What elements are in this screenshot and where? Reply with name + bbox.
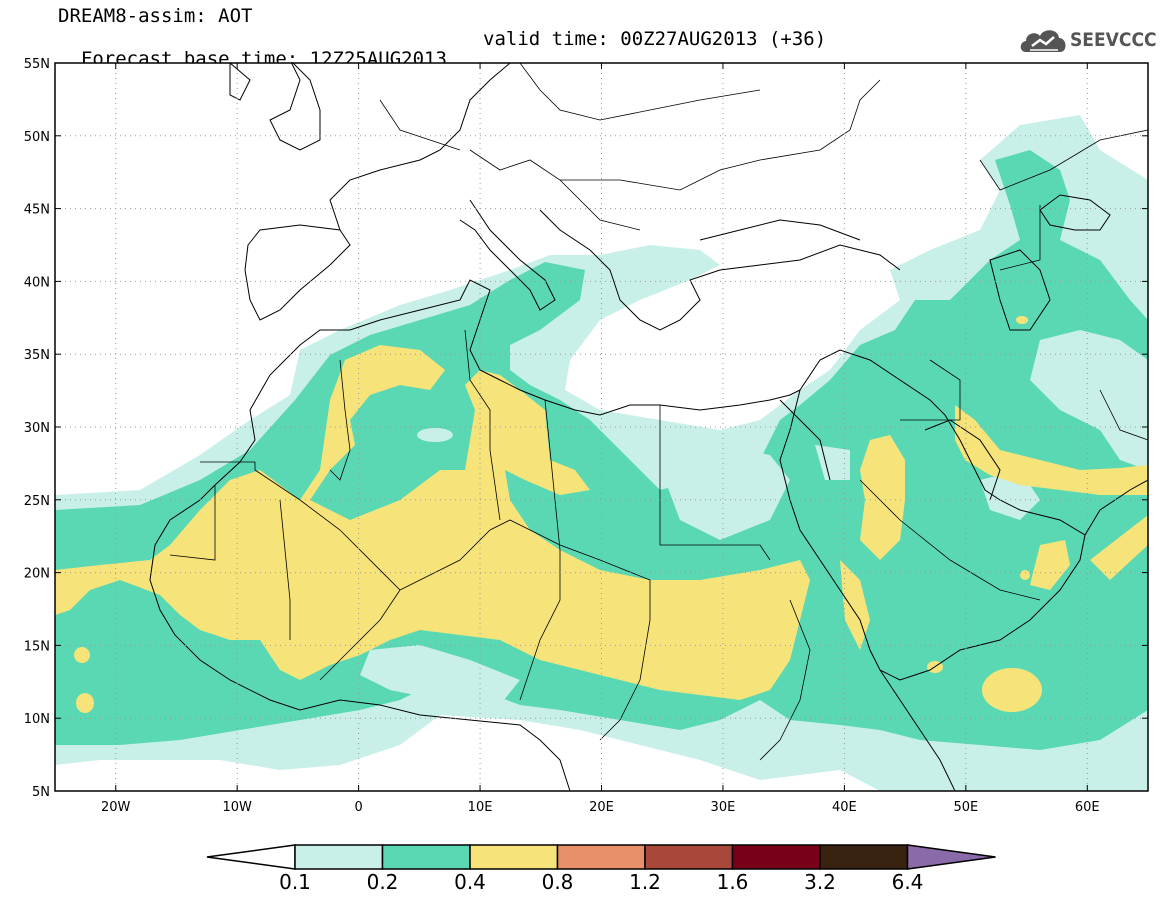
- lat-label: 50N: [24, 130, 50, 145]
- lat-label: 15N: [24, 639, 50, 654]
- lon-label: 20W: [101, 800, 131, 815]
- colorbar-box: [819, 844, 909, 870]
- latitude-labels: 55N 50N 45N 40N 35N 30N 25N 20N 15N 10N 5N: [24, 57, 50, 800]
- colorbar-box: [469, 844, 559, 870]
- aot-patch: [1090, 515, 1148, 580]
- lat-label: 25N: [24, 494, 50, 509]
- colorbar-box: [731, 844, 821, 870]
- aot-patch: [76, 693, 94, 713]
- axis-ticks: [55, 62, 1148, 792]
- longitude-labels: 20W 10W 0 10E 20E 30E 40E 50E 60E: [101, 800, 1100, 815]
- colorbar-label: 0.4: [454, 870, 486, 894]
- colorbar-label: 0.1: [279, 870, 311, 894]
- lat-label: 35N: [24, 348, 50, 363]
- seevccc-logo: SEEVCCC: [1018, 24, 1158, 58]
- lat-label: 45N: [24, 203, 50, 218]
- aot-pocket: [1030, 330, 1148, 470]
- valid-time-label: valid time: 00Z27AUG2013 (+36): [483, 28, 827, 50]
- lat-label: 10N: [24, 712, 50, 727]
- colorbar-box: [381, 844, 471, 870]
- aot-colorbar: 0.1 0.2 0.4 0.8 1.2 1.6 3.2 6.4: [206, 844, 996, 894]
- lon-label: 50E: [953, 800, 978, 815]
- colorbar-label: 0.2: [367, 870, 399, 894]
- cloud-icon: [1020, 30, 1066, 52]
- colorbar-label: 3.2: [804, 870, 836, 894]
- lat-label: 20N: [24, 567, 50, 582]
- map-title: DREAM8-assim: AOT: [58, 5, 253, 27]
- aot-patch: [982, 668, 1042, 712]
- colorbar-box: [294, 844, 384, 870]
- colorbar-box: [644, 844, 734, 870]
- colorbar-label: 6.4: [892, 870, 924, 894]
- aot-patch: [1020, 570, 1030, 580]
- lon-label: 60E: [1075, 800, 1100, 815]
- colorbar-label: 1.6: [717, 870, 749, 894]
- colorbar-label: 1.2: [629, 870, 661, 894]
- logo-text: SEEVCCC: [1070, 29, 1157, 51]
- colorbar-over-arrow: [906, 844, 996, 870]
- aot-patch: [860, 435, 905, 560]
- lon-label: 30E: [711, 800, 736, 815]
- lon-label: 40E: [832, 800, 857, 815]
- aot-patch: [955, 405, 1148, 495]
- aot-patch: [74, 647, 90, 663]
- aot-pocket: [360, 645, 520, 705]
- lat-lon-grid: [55, 63, 1148, 791]
- colorbar-under-arrow: [206, 844, 296, 870]
- coastlines: [149, 63, 1148, 791]
- lon-label: 10E: [468, 800, 493, 815]
- lat-label: 5N: [32, 785, 50, 800]
- country-borders: [169, 63, 1148, 761]
- colorbar-label: 0.8: [542, 870, 574, 894]
- lat-label: 55N: [24, 57, 50, 72]
- aot-field: [55, 63, 1148, 791]
- lon-label: 10W: [222, 800, 252, 815]
- aot-patch: [1030, 540, 1070, 590]
- lat-label: 30N: [24, 421, 50, 436]
- lat-label: 40N: [24, 275, 50, 290]
- aot-contour-0.4: [55, 345, 810, 700]
- aot-pocket: [660, 440, 790, 540]
- lon-label: 20E: [589, 800, 614, 815]
- aot-patch: [1016, 316, 1028, 324]
- lon-label: 0: [354, 800, 362, 815]
- colorbar-box: [556, 844, 646, 870]
- aot-pocket: [417, 428, 453, 442]
